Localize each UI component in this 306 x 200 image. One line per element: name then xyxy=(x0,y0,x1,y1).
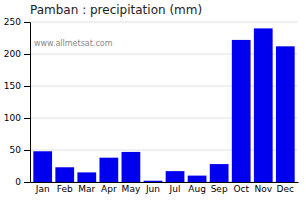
bar xyxy=(166,171,185,182)
y-tick-mark xyxy=(24,54,30,55)
x-tick: Jun xyxy=(145,184,160,194)
x-tick: Mar xyxy=(78,184,95,194)
y-axis-line xyxy=(24,23,31,183)
y-tick-label: 100 xyxy=(4,113,21,123)
x-tick-label: Aug xyxy=(188,184,206,194)
x-tick-label: Nov xyxy=(254,184,272,194)
bar xyxy=(77,172,96,182)
x-tick-label: Apr xyxy=(101,184,117,194)
x-tick: Dec xyxy=(277,184,294,194)
x-tick-label: Jul xyxy=(169,184,181,194)
bar xyxy=(254,28,273,182)
bar xyxy=(210,164,229,182)
x-tick: Apr xyxy=(101,184,117,194)
y-tick-label: 200 xyxy=(4,49,21,59)
x-tick-label: May xyxy=(122,184,141,194)
y-tick-label: 150 xyxy=(4,81,21,91)
y-tick: 50 xyxy=(10,145,30,155)
x-tick: Oct xyxy=(233,184,249,194)
bar xyxy=(33,151,52,182)
x-tick-label: Dec xyxy=(277,184,294,194)
x-tick: Feb xyxy=(57,184,73,194)
y-tick-label: 50 xyxy=(10,145,22,155)
x-tick-label: Sep xyxy=(211,184,228,194)
watermark: www.allmetsat.com xyxy=(34,39,113,48)
y-tick: 200 xyxy=(4,49,30,59)
x-axis: Jan Feb Mar Apr May Jun Jul Aug Sep Oct Nov Dec xyxy=(31,183,299,195)
y-tick: 0 xyxy=(15,177,30,187)
bar xyxy=(55,167,74,182)
bar xyxy=(188,176,207,182)
y-tick-mark xyxy=(24,118,30,119)
x-axis-line xyxy=(31,182,299,183)
y-tick-mark xyxy=(24,22,30,23)
y-tick-mark xyxy=(24,150,30,151)
x-tick-label: Feb xyxy=(57,184,73,194)
x-tick-label: Mar xyxy=(78,184,95,194)
y-tick-label: 250 xyxy=(4,17,21,27)
y-tick: 100 xyxy=(4,113,30,123)
x-tick: Jul xyxy=(169,184,181,194)
x-tick: Sep xyxy=(211,184,228,194)
x-tick-label: Jan xyxy=(35,184,50,194)
y-tick-mark xyxy=(24,86,30,87)
y-tick: 150 xyxy=(4,81,30,91)
chart: Pamban : precipitation (mm) 0 50 100 150 200 2… xyxy=(0,0,306,200)
x-tick: Aug xyxy=(188,184,206,194)
y-axis: 0 50 100 150 200 250 xyxy=(4,17,31,187)
bar xyxy=(232,40,251,182)
bar xyxy=(144,181,163,182)
x-tick: Nov xyxy=(254,184,272,194)
plot-area xyxy=(33,28,294,182)
y-tick: 250 xyxy=(4,17,30,27)
x-tick-label: Jun xyxy=(145,184,160,194)
bar xyxy=(99,158,118,182)
bar xyxy=(122,152,141,182)
x-tick-label: Oct xyxy=(233,184,249,194)
title: Pamban : precipitation (mm) xyxy=(30,3,202,17)
x-tick: Jan xyxy=(35,184,50,194)
y-tick-mark xyxy=(24,182,30,183)
y-tick-label: 0 xyxy=(15,177,21,187)
x-tick: May xyxy=(122,184,141,194)
grid xyxy=(30,22,298,182)
grid-line xyxy=(30,22,298,23)
bar xyxy=(276,46,295,182)
